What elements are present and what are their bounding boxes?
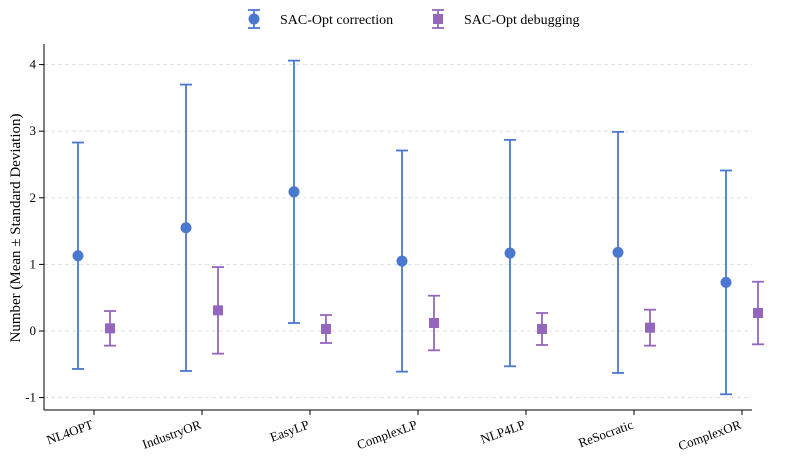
x-tick-label: EasyLP (268, 417, 311, 445)
y-tick-label: 2 (30, 190, 37, 205)
mean-point (396, 255, 408, 267)
mean-point (72, 250, 84, 262)
mean-point (429, 318, 439, 329)
x-tick-label: NLP4LP (478, 417, 527, 447)
legend-marker-circle (248, 13, 260, 25)
x-ticks: NL4OPT IndustryOR EasyLP ComplexLP NLP4LP ReS… (44, 410, 743, 453)
mean-point (213, 305, 223, 316)
mean-point (753, 308, 763, 319)
mean-point (504, 247, 516, 259)
mean-point (537, 324, 547, 335)
y-axis-title: Number (Mean ± Standard Deviation) (8, 113, 24, 342)
y-tick-label: 3 (30, 123, 37, 138)
x-tick-label: ReSocratic (576, 417, 635, 451)
grid-layer (44, 64, 752, 399)
legend: SAC-Opt correction SAC-Opt debugging (248, 9, 580, 29)
legend-item-debugging: SAC-Opt debugging (432, 9, 580, 29)
y-tick-label: 4 (30, 57, 37, 72)
mean-point (645, 322, 655, 333)
x-tick-label: ComplexOR (676, 417, 743, 454)
y-ticks: -1 0 1 2 3 4 (25, 57, 44, 405)
axes-layer (43, 44, 752, 411)
mean-point (612, 246, 624, 258)
series-debugging (104, 266, 764, 355)
y-tick-label: 0 (30, 323, 37, 338)
y-tick-label: 1 (30, 256, 37, 271)
mean-point (288, 186, 300, 198)
legend-label: SAC-Opt debugging (464, 13, 580, 28)
x-tick-label: IndustryOR (140, 417, 203, 452)
legend-label: SAC-Opt correction (280, 13, 393, 28)
mean-point (105, 323, 115, 334)
mean-point (321, 324, 331, 335)
legend-marker-square (433, 14, 443, 24)
series-layer (72, 59, 764, 396)
legend-item-correction: SAC-Opt correction (248, 9, 393, 29)
mean-point (180, 222, 192, 234)
x-tick-label: NL4OPT (44, 417, 95, 448)
series-correction (72, 59, 732, 396)
y-tick-label: -1 (25, 390, 36, 405)
x-tick-label: ComplexLP (355, 417, 419, 453)
mean-point (720, 276, 732, 288)
